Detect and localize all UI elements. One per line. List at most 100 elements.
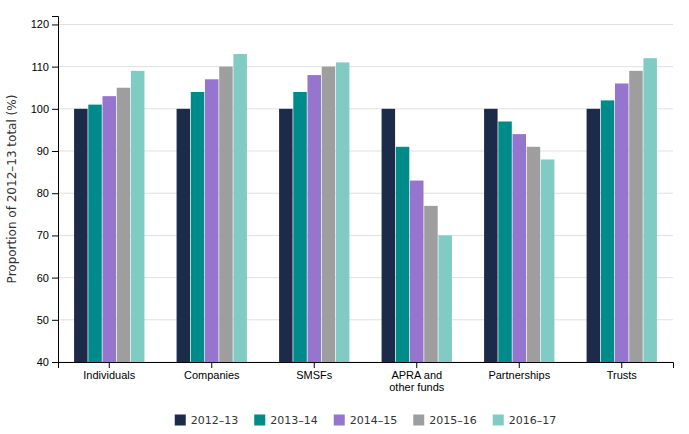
bar-series (103, 75, 629, 362)
tick: 70 (37, 229, 58, 241)
tick-label-line: APRA and (391, 369, 442, 381)
legend-item: 2014–15 (334, 414, 398, 427)
bar (396, 147, 409, 362)
legend-label: 2015–16 (429, 414, 477, 427)
tick-mark (52, 151, 58, 152)
grid-line (58, 66, 673, 67)
plot: 405060708090100110120IndividualsCompanie… (31, 17, 674, 393)
bar (424, 206, 437, 362)
tick-mark (621, 362, 622, 368)
bar (629, 71, 642, 362)
bar-series (88, 92, 614, 362)
grid-line (58, 235, 673, 236)
tick: 90 (37, 145, 58, 157)
x-axis: Individuals Companies SMSFs APRA andother f… (59, 362, 674, 393)
y-axis: 405060708090100110120 (31, 17, 59, 369)
tick-label: 120 (31, 18, 49, 30)
legend: 2012–13 2013–14 2014–15 2015–16 2016–17 (175, 414, 557, 427)
bars (74, 54, 657, 362)
bar-series (131, 54, 657, 362)
tick-mark (109, 362, 110, 368)
tick-mark (416, 362, 417, 368)
tick: SMSFs (296, 362, 333, 381)
legend-label: 2016–17 (509, 414, 557, 427)
tick: 80 (37, 187, 58, 199)
bar (498, 121, 511, 362)
tick-label: SMSFs (296, 369, 333, 381)
bar (527, 147, 540, 362)
tick-mark (52, 109, 58, 110)
tick-label-line: other funds (389, 381, 445, 393)
bar (74, 109, 87, 362)
legend-item: 2013–14 (254, 414, 318, 427)
tick-label: Individuals (83, 369, 135, 381)
bar (587, 109, 600, 362)
legend-item: 2016–17 (493, 414, 557, 427)
bar (177, 109, 190, 362)
grid-line (58, 151, 673, 152)
grid (58, 24, 673, 362)
tick-label: Trusts (607, 369, 638, 381)
tick-label: 40 (37, 356, 49, 368)
bar (410, 181, 423, 362)
legend-label: 2012–13 (191, 414, 239, 427)
bar (484, 109, 497, 362)
tick-mark (519, 362, 520, 368)
tick: APRA andother funds (389, 362, 445, 393)
bar (279, 109, 292, 362)
bar (322, 67, 335, 362)
y-axis-label: Proportion of 2012–13 total (%) (5, 95, 19, 284)
tick: Partnerships (488, 362, 550, 381)
bar (643, 58, 656, 362)
axis-domain (59, 363, 674, 369)
tick-mark (52, 235, 58, 236)
bar (88, 105, 101, 362)
tick-mark (52, 320, 58, 321)
tick-label: 70 (37, 229, 49, 241)
tick-mark (52, 24, 58, 25)
bar (293, 92, 306, 362)
bar (382, 109, 395, 362)
legend-swatch (254, 415, 265, 426)
legend-item: 2015–16 (413, 414, 477, 427)
bar (513, 134, 526, 362)
tick-mark (314, 362, 315, 368)
grid-line (58, 24, 673, 25)
tick-mark (52, 362, 58, 363)
tick-label: Partnerships (488, 369, 550, 381)
tick-mark (52, 193, 58, 194)
chart: 405060708090100110120IndividualsCompanie… (0, 0, 689, 434)
bar (205, 79, 218, 362)
legend-label: 2014–15 (350, 414, 398, 427)
bar (233, 54, 246, 362)
legend-swatch (493, 415, 504, 426)
tick-mark (211, 362, 212, 368)
tick-mark (52, 278, 58, 279)
bar (601, 100, 614, 362)
tick-label: APRA andother funds (389, 369, 445, 393)
tick: Individuals (83, 362, 135, 381)
legend-label: 2013–14 (270, 414, 318, 427)
bar-series (117, 67, 643, 362)
bar (131, 71, 144, 362)
axis-domain (52, 17, 59, 363)
tick: Companies (184, 362, 240, 381)
grid-line (58, 193, 673, 194)
grid-line (58, 319, 673, 320)
tick-label: Companies (184, 369, 240, 381)
grid-line (58, 277, 673, 278)
bar (103, 96, 116, 362)
tick-label: 50 (37, 314, 49, 326)
legend-swatch (334, 415, 345, 426)
tick: 50 (37, 314, 58, 326)
bar (117, 88, 130, 362)
tick-label: 90 (37, 145, 49, 157)
tick-label: 60 (37, 272, 49, 284)
tick: 120 (31, 18, 58, 30)
tick-mark (52, 67, 58, 68)
tick-label: 80 (37, 187, 49, 199)
bar (541, 159, 554, 362)
bar (308, 75, 321, 362)
bar (219, 67, 232, 362)
tick: 40 (37, 356, 58, 368)
